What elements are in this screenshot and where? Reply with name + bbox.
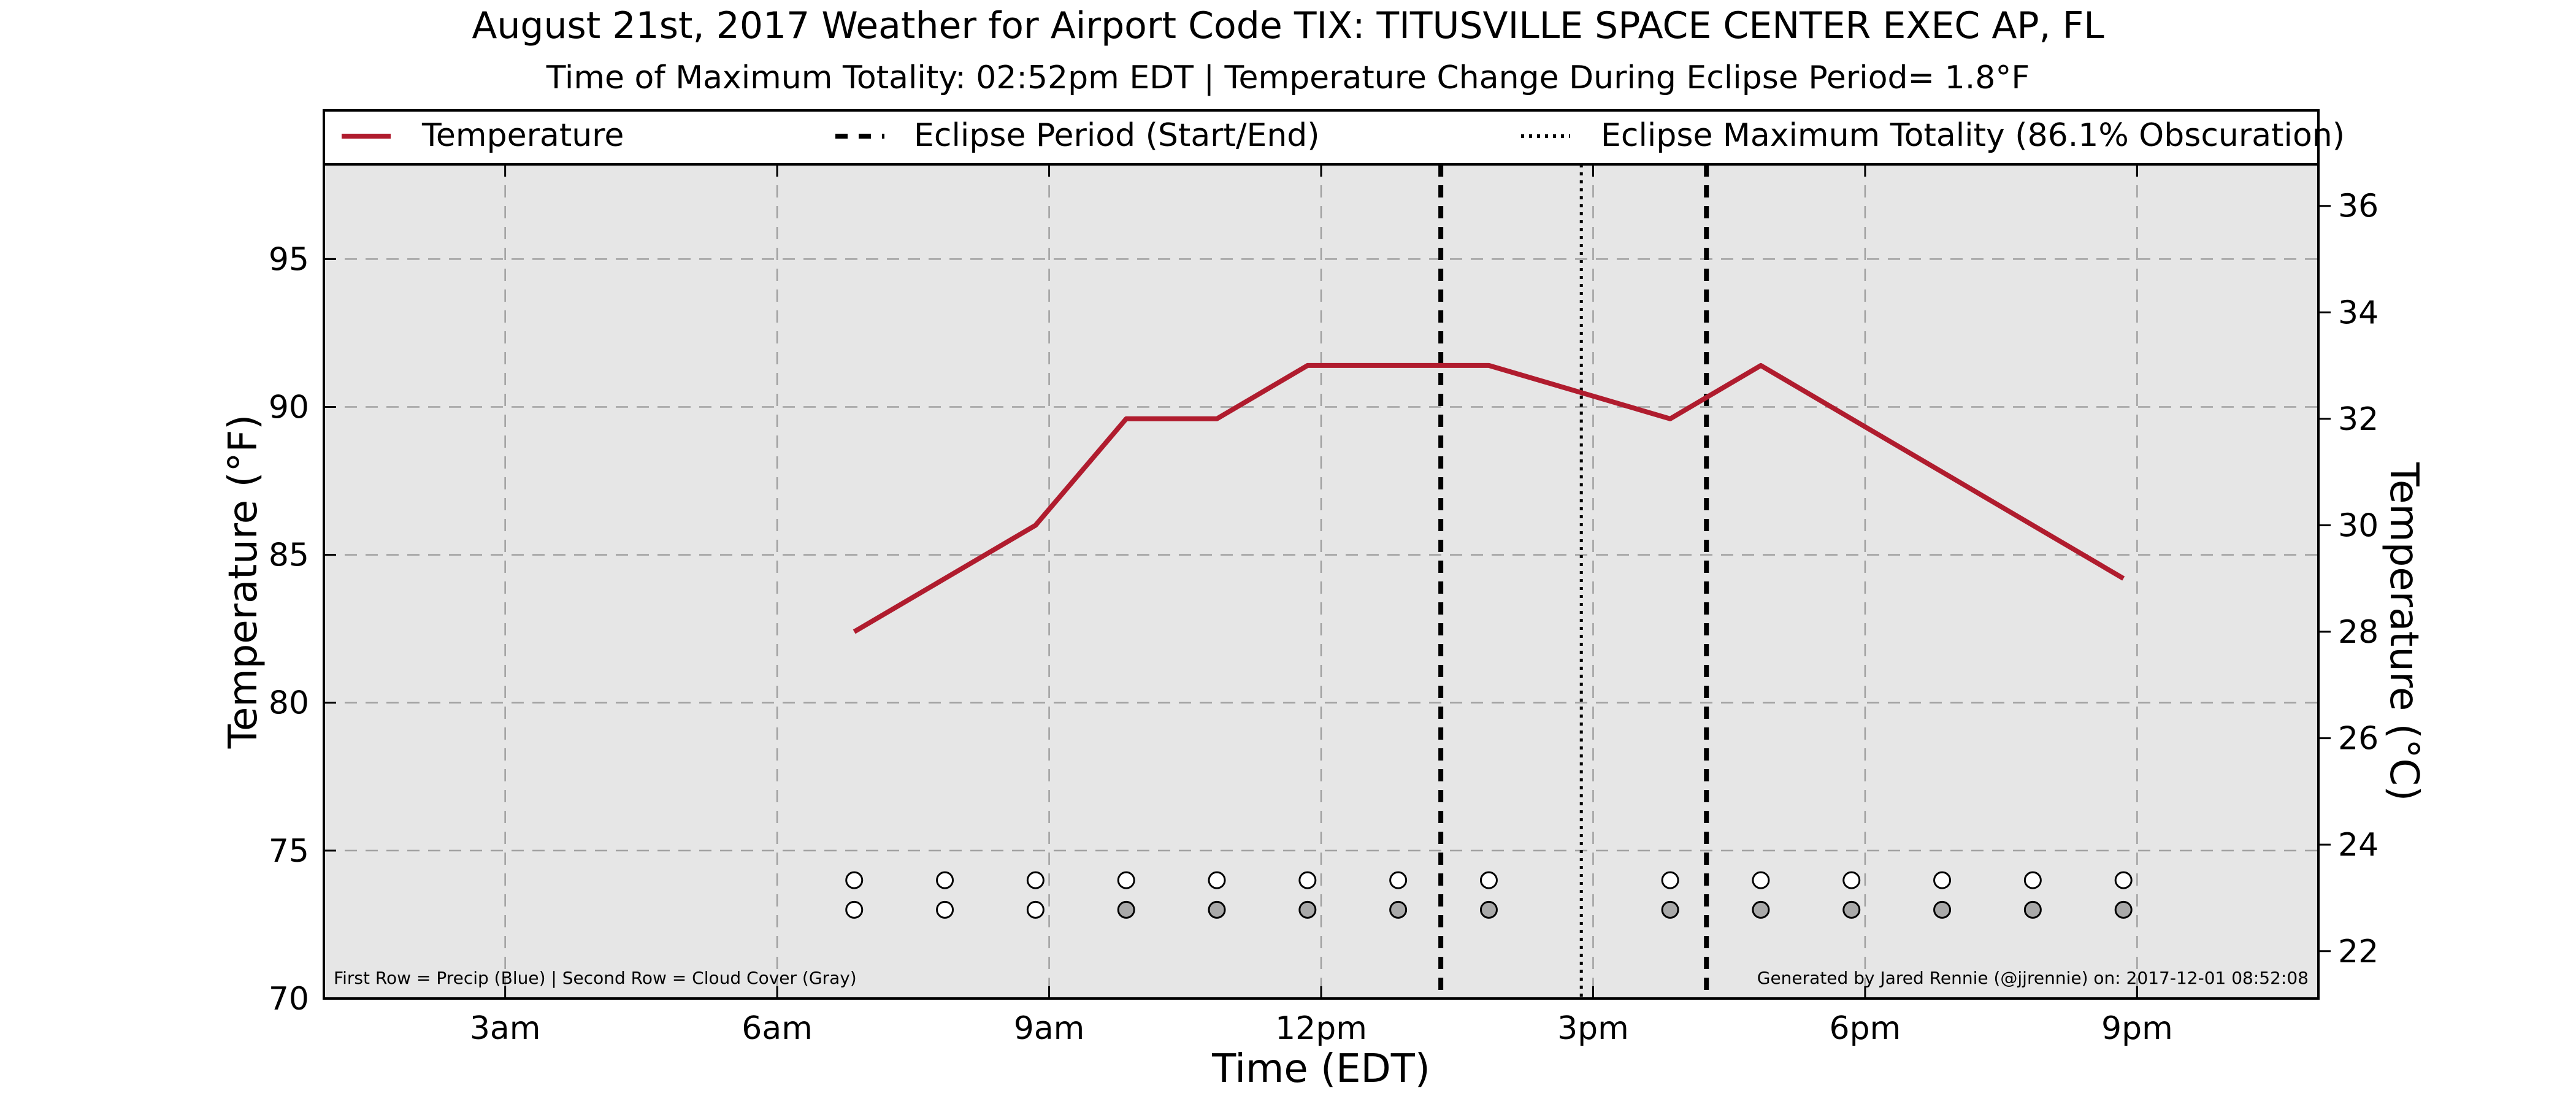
y-tick-label-left: 75 (269, 833, 309, 870)
y-tick-label-right: 34 (2338, 294, 2379, 331)
cloud-marker (1479, 900, 1498, 919)
y-tick-label-right: 24 (2338, 827, 2379, 864)
y-tick-label-left: 95 (269, 241, 309, 278)
eclipse-lines (1438, 164, 1709, 999)
cloud-marker (1752, 900, 1770, 919)
precip-marker (845, 871, 864, 889)
x-tick-label: 3am (470, 1010, 541, 1047)
y-tick-label-right: 30 (2338, 507, 2379, 544)
temperature-line (853, 362, 2125, 634)
y-tick-label-right: 26 (2338, 721, 2379, 757)
y-tick-label-right: 36 (2338, 188, 2379, 225)
cloud-marker (1842, 900, 1861, 919)
x-tick-label: 6pm (1830, 1010, 1901, 1047)
note-left: First Row = Precip (Blue) | Second Row =… (334, 968, 857, 988)
temperature-series (853, 362, 2125, 634)
cloud-marker (1208, 900, 1226, 919)
axis-ticks: 3am 6am 9am 12pm 3pm 6pm 9pm 70 75 80 85 90 95 22 24 26… (269, 164, 2379, 1047)
y-tick-label-left: 85 (269, 537, 309, 574)
y-axis-label-left: Temperature (°F) (221, 415, 266, 749)
y-tick-label-right: 28 (2338, 614, 2379, 651)
legend-temperature-label: Temperature (421, 117, 624, 154)
cloud-marker (1298, 900, 1317, 919)
x-axis-label: Time (EDT) (1211, 1046, 1430, 1092)
y-axis-label-right: Temperature (°C) (2381, 462, 2426, 801)
precip-marker (1842, 871, 1861, 889)
x-tick-label: 9am (1014, 1010, 1085, 1047)
chart-subtitle: Time of Maximum Totality: 02:52pm EDT | … (546, 59, 2030, 96)
cloud-marker (1117, 900, 1135, 919)
grid-lines (324, 164, 2318, 999)
cloud-marker (1661, 900, 1679, 919)
y-tick-label-right: 22 (2338, 933, 2379, 970)
precip-marker (936, 871, 954, 889)
cloud-marker (845, 900, 864, 919)
cloud-marker (2114, 900, 2133, 919)
legend-eclipse-max-label: Eclipse Maximum Totality (86.1% Obscurat… (1601, 117, 2345, 154)
precip-marker (1479, 871, 1498, 889)
precip-marker (1117, 871, 1135, 889)
cloud-marker (1933, 900, 1952, 919)
y-tick-label-right: 32 (2338, 401, 2379, 438)
y-tick-label-left: 70 (269, 981, 309, 1018)
x-tick-label: 6am (742, 1010, 813, 1047)
precip-marker (1208, 871, 1226, 889)
precip-marker (2114, 871, 2133, 889)
x-tick-label: 9pm (2101, 1010, 2173, 1047)
cloud-marker (1026, 900, 1045, 919)
cloud-marker (1389, 900, 1408, 919)
legend-box (323, 109, 2320, 166)
cloud-marker (2023, 900, 2042, 919)
legend-eclipse-period-label: Eclipse Period (Start/End) (914, 117, 1320, 154)
y-tick-label-left: 90 (269, 389, 309, 426)
chart-title: August 21st, 2017 Weather for Airport Co… (472, 4, 2104, 47)
precip-marker (1298, 871, 1317, 889)
precip-marker (1389, 871, 1408, 889)
precip-marker (2023, 871, 2042, 889)
note-right: Generated by Jared Rennie (@jjrennie) on… (1757, 968, 2309, 988)
y-tick-label-left: 80 (269, 685, 309, 722)
cloud-marker (936, 900, 954, 919)
precip-marker (1661, 871, 1679, 889)
x-tick-label: 12pm (1275, 1010, 1367, 1047)
precip-marker (1752, 871, 1770, 889)
precip-cloud-markers (845, 871, 2133, 919)
x-tick-label: 3pm (1557, 1010, 1629, 1047)
precip-marker (1933, 871, 1952, 889)
precip-marker (1026, 871, 1045, 889)
